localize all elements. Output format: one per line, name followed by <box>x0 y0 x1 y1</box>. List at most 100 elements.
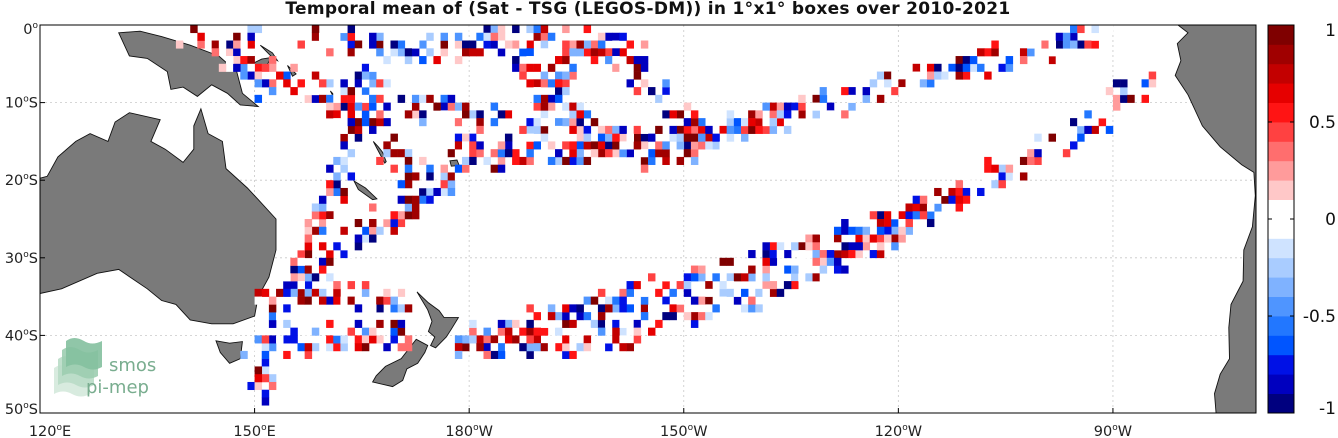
data-cell <box>268 87 277 96</box>
data-cell <box>347 250 356 259</box>
data-cell <box>469 319 477 328</box>
data-cell <box>490 350 499 359</box>
data-cell <box>633 141 642 150</box>
data-cell <box>247 56 255 65</box>
data-cell <box>311 273 320 282</box>
data-cell <box>1148 79 1157 88</box>
data-cell <box>798 265 806 274</box>
data-cell <box>955 187 964 197</box>
data-cell <box>547 312 556 321</box>
data-cell <box>640 125 649 134</box>
data-cell <box>683 288 692 297</box>
data-cell <box>1070 141 1078 150</box>
data-cell <box>326 319 334 328</box>
data-cell <box>383 149 391 158</box>
data-cell <box>540 48 549 57</box>
data-cell <box>340 335 348 344</box>
data-cell <box>605 125 613 134</box>
data-cell <box>404 172 413 181</box>
data-cell <box>547 102 556 111</box>
data-cell <box>898 211 906 220</box>
data-cell <box>454 133 463 142</box>
data-cell <box>969 180 978 189</box>
data-cell <box>762 273 770 282</box>
data-cell <box>619 296 627 305</box>
data-cell <box>533 79 541 88</box>
data-cell <box>533 343 541 352</box>
data-cell <box>326 79 334 88</box>
data-cell <box>619 149 627 158</box>
data-cell <box>411 164 420 173</box>
data-cell <box>648 133 656 142</box>
data-cell <box>805 242 813 251</box>
data-cell <box>740 288 749 297</box>
colorbar-swatch <box>1268 257 1294 278</box>
data-cell <box>905 79 913 88</box>
data-cell <box>912 71 921 80</box>
data-cell <box>354 94 363 103</box>
data-cell <box>955 63 964 72</box>
data-cell <box>490 32 499 41</box>
data-cell <box>583 25 592 34</box>
data-cell <box>726 110 735 119</box>
data-cell <box>318 226 327 235</box>
data-cell <box>390 40 398 49</box>
data-cell <box>576 335 584 344</box>
data-cell <box>769 257 778 266</box>
data-cell <box>354 242 363 251</box>
data-cell <box>404 56 413 65</box>
data-cell <box>655 149 663 158</box>
data-cell <box>533 141 541 150</box>
data-cell <box>526 125 534 134</box>
data-cell <box>376 156 384 165</box>
data-cell <box>955 180 964 189</box>
data-cell <box>340 32 348 41</box>
data-cell <box>733 273 742 282</box>
data-cell <box>662 87 670 96</box>
data-cell <box>705 133 713 142</box>
data-cell <box>197 32 205 41</box>
data-cell <box>1055 56 1064 65</box>
data-cell <box>1112 94 1121 103</box>
data-cell <box>690 110 699 119</box>
data-cell <box>454 32 463 41</box>
data-cell <box>283 281 291 290</box>
data-cell <box>676 304 685 313</box>
data-cell <box>504 327 513 336</box>
data-cell <box>576 141 584 150</box>
data-cell <box>1005 63 1014 72</box>
data-cell <box>583 296 592 305</box>
data-cell <box>876 219 885 228</box>
data-cell <box>576 133 584 142</box>
data-cell <box>397 149 406 158</box>
data-cell <box>547 156 556 165</box>
data-cell <box>612 63 620 72</box>
data-cell <box>662 79 670 88</box>
data-cell <box>497 164 506 173</box>
data-cell <box>311 327 320 336</box>
data-cell <box>333 335 341 344</box>
data-cell <box>333 296 341 305</box>
data-cell <box>225 40 234 49</box>
data-cell <box>326 296 334 305</box>
data-cell <box>733 296 742 305</box>
data-cell <box>569 48 577 57</box>
data-cell <box>919 79 928 88</box>
data-cell <box>526 327 534 336</box>
data-cell <box>361 118 370 127</box>
data-cell <box>1070 125 1078 134</box>
data-cell <box>576 319 584 328</box>
data-cell <box>698 118 706 127</box>
data-cell <box>969 63 978 72</box>
data-cell <box>555 94 563 103</box>
colorbar-tick-label: -0.5 <box>1303 307 1336 327</box>
data-cell <box>705 296 713 305</box>
data-cell <box>626 149 634 158</box>
data-cell <box>612 304 620 313</box>
data-cell <box>555 56 563 65</box>
data-cell <box>526 156 534 165</box>
data-cell <box>619 63 627 72</box>
data-cell <box>648 304 656 313</box>
data-cell <box>440 187 449 197</box>
data-cell <box>762 125 770 134</box>
